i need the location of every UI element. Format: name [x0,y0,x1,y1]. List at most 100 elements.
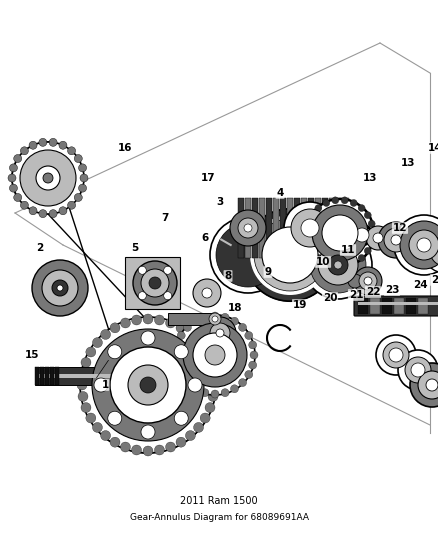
Circle shape [32,260,88,316]
Circle shape [315,254,322,262]
Circle shape [101,329,110,340]
Text: 11: 11 [341,245,355,255]
Circle shape [14,193,22,201]
Circle shape [172,351,180,359]
Circle shape [366,226,390,250]
Circle shape [200,347,210,357]
Circle shape [74,193,82,201]
Circle shape [77,380,87,390]
Circle shape [101,431,110,441]
Circle shape [128,365,168,405]
Circle shape [67,147,76,155]
Bar [238,198,244,258]
Circle shape [185,431,195,441]
Circle shape [78,164,87,172]
Circle shape [376,335,416,375]
Circle shape [191,385,199,393]
Circle shape [131,315,141,325]
Circle shape [212,316,218,322]
Circle shape [328,255,348,275]
Circle shape [120,318,131,328]
Circle shape [80,317,216,453]
Circle shape [59,207,67,215]
Circle shape [405,357,431,383]
Circle shape [141,269,169,297]
Circle shape [149,277,161,289]
Circle shape [355,228,369,242]
Circle shape [14,155,22,163]
Circle shape [208,391,218,401]
Circle shape [133,261,177,305]
Text: 16: 16 [118,143,132,153]
Circle shape [364,212,371,219]
Circle shape [141,331,155,345]
Circle shape [94,378,108,392]
Text: 7: 7 [161,213,169,223]
Circle shape [176,437,186,447]
Circle shape [78,184,87,192]
Circle shape [221,389,229,397]
Text: 29: 29 [431,275,438,285]
Circle shape [238,218,258,238]
Circle shape [209,380,219,390]
Circle shape [358,254,365,262]
Circle shape [205,402,215,413]
Circle shape [42,270,78,306]
Text: 20: 20 [323,293,337,303]
Circle shape [39,139,47,147]
Bar [35,367,39,385]
Circle shape [348,274,362,288]
Circle shape [249,361,257,369]
Circle shape [120,442,131,452]
Circle shape [174,411,188,425]
Bar [308,198,314,258]
Circle shape [194,337,204,348]
Circle shape [86,347,96,357]
Circle shape [301,219,319,237]
Bar [358,298,368,314]
Circle shape [341,262,348,269]
Circle shape [370,230,377,237]
Circle shape [78,368,88,378]
Text: 4: 4 [276,188,284,198]
Circle shape [284,202,336,254]
Circle shape [230,317,239,325]
Circle shape [239,324,247,332]
Circle shape [201,313,209,321]
Circle shape [250,351,258,359]
Circle shape [138,292,146,300]
Circle shape [166,318,176,328]
Circle shape [305,220,312,227]
Circle shape [39,209,47,217]
Circle shape [184,324,191,332]
Circle shape [291,209,329,247]
Bar [168,313,212,325]
Bar [125,257,180,309]
Circle shape [309,247,316,254]
Circle shape [221,313,229,321]
Bar [45,367,49,385]
Circle shape [36,166,60,190]
Circle shape [400,221,438,269]
Circle shape [364,247,371,254]
Circle shape [110,347,186,423]
Circle shape [245,370,253,378]
Circle shape [211,312,219,320]
Bar [259,198,265,258]
Circle shape [193,279,221,307]
Bar [418,298,428,314]
Circle shape [29,207,37,215]
Bar [252,198,258,258]
Circle shape [108,345,122,359]
Circle shape [210,323,230,343]
Bar [35,367,125,385]
Text: 12: 12 [393,223,407,233]
Text: 24: 24 [413,280,427,290]
Text: 10: 10 [316,257,330,267]
Circle shape [86,413,96,423]
Text: 19: 19 [293,300,307,310]
Circle shape [398,350,438,390]
Circle shape [239,378,247,386]
Text: 8: 8 [224,271,232,281]
Bar [382,298,392,314]
